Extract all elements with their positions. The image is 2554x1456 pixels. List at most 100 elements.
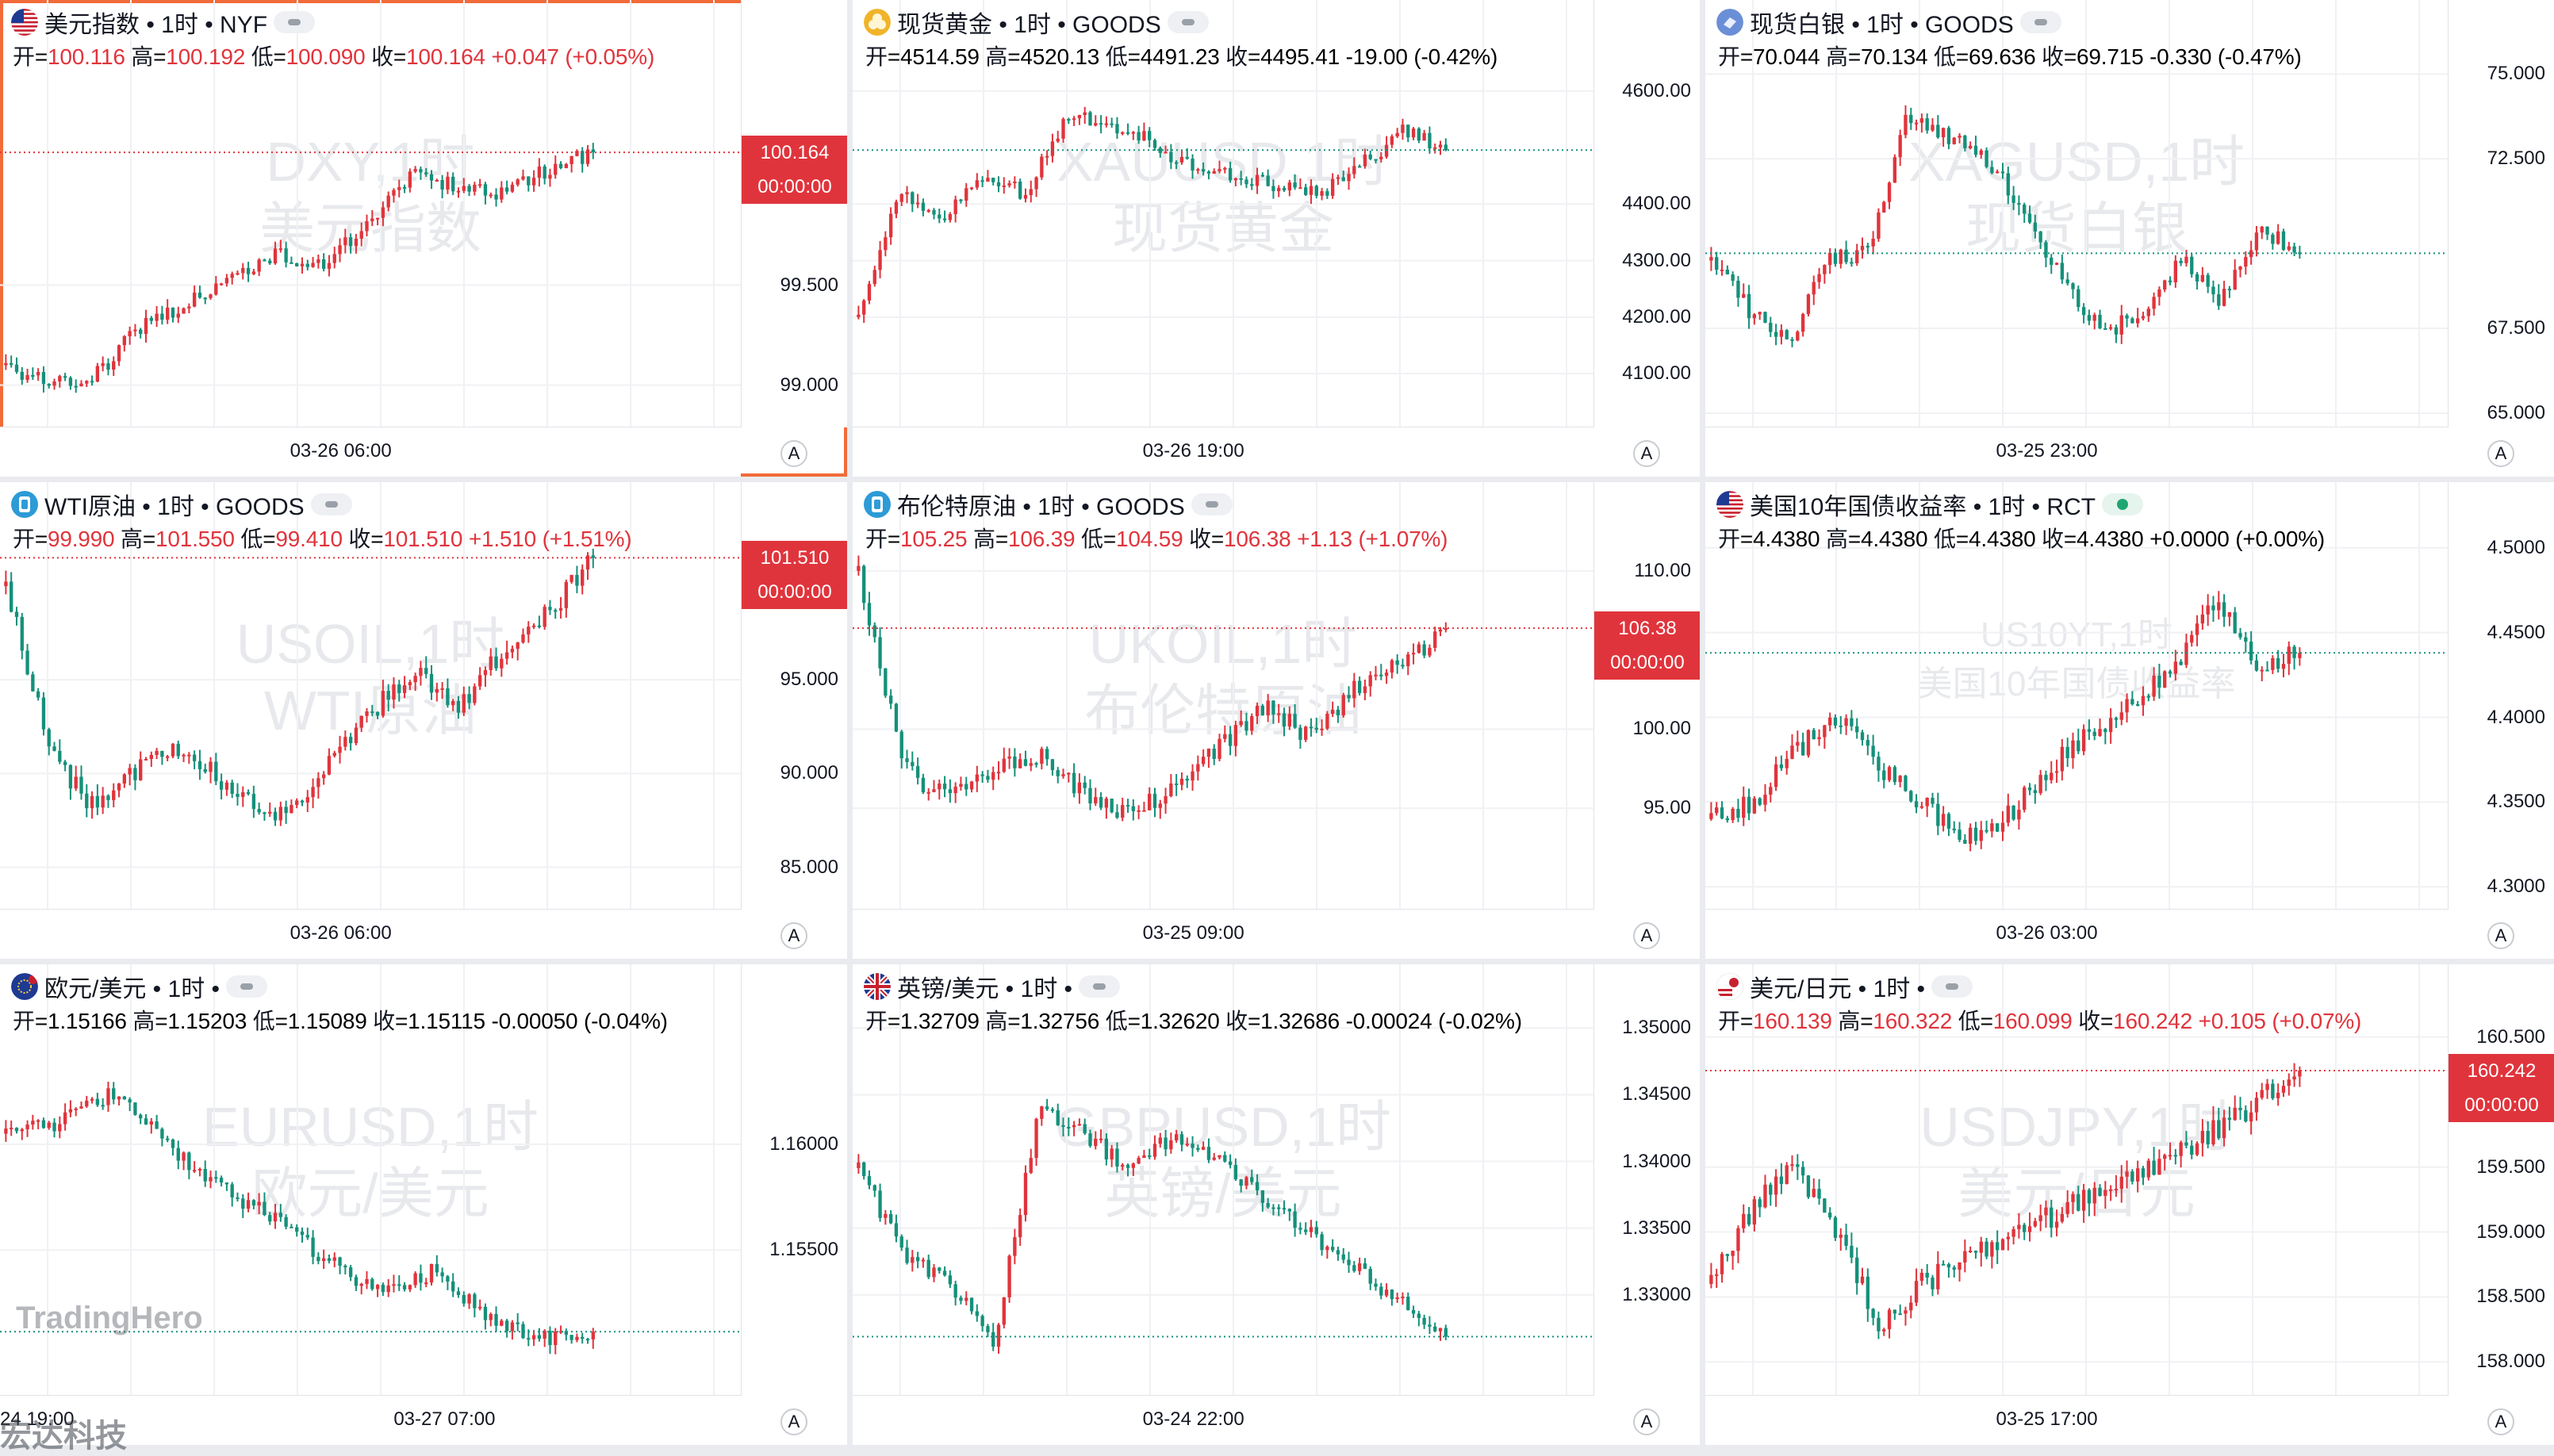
symbol-title[interactable]: 美元指数 • 1时 • NYF <box>44 12 268 38</box>
chart-panel[interactable]: 现货白银 • 1时 • GOODS 开=70.044 高=70.134 低=69.… <box>1705 0 2554 477</box>
symbol-header[interactable]: 英镑/美元 • 1时 • <box>864 971 1121 1002</box>
price-axis[interactable]: 95.000 90.000 85.000 101.510 00:00:00 <box>741 482 847 910</box>
candlestick-plot[interactable] <box>1705 0 2448 427</box>
candle <box>36 688 40 701</box>
time-axis[interactable]: 03-26 19:00 <box>853 427 1593 477</box>
symbol-header[interactable]: WTI原油 • 1时 • GOODS <box>11 489 352 520</box>
price-tick-label: 4.3500 <box>2487 791 2545 813</box>
candle <box>2071 1191 2075 1214</box>
candle <box>1806 729 1811 758</box>
symbol-header[interactable]: 现货白银 • 1时 • GOODS <box>1716 6 2061 38</box>
market-status-pill[interactable] <box>1167 11 1209 33</box>
chart-panel[interactable]: 欧元/美元 • 1时 • 开=1.15166 高=1.15203 低=1.1508… <box>0 964 847 1445</box>
chart-panel[interactable]: 美元指数 • 1时 • NYF 开=100.116 高=100.192 低=100… <box>0 0 847 477</box>
symbol-title[interactable]: 现货黄金 • 1时 • GOODS <box>897 12 1161 38</box>
candlestick-plot[interactable] <box>1705 964 2448 1396</box>
symbol-header[interactable]: 美元/日元 • 1时 • <box>1716 971 1973 1002</box>
auto-scale-button[interactable]: A <box>780 440 807 467</box>
price-axis[interactable]: 99.500 99.000 100.164 00:00:00 <box>741 0 847 427</box>
symbol-header[interactable]: 布伦特原油 • 1时 • GOODS <box>864 489 1233 520</box>
symbol-title[interactable]: 现货白银 • 1时 • GOODS <box>1750 12 2014 38</box>
price-axis[interactable]: 1.16000 1.15500 1.15115 00:00:00 <box>741 964 847 1396</box>
symbol-header[interactable]: 美国10年国债收益率 • 1时 • RCT <box>1716 489 2144 520</box>
time-axis[interactable]: 03-26 06:00 <box>0 427 741 477</box>
last-price-value: 69.715 <box>2472 243 2531 265</box>
auto-scale-button[interactable]: A <box>2487 1408 2514 1435</box>
candle <box>558 1325 563 1334</box>
symbol-title[interactable]: 布伦特原油 • 1时 • GOODS <box>897 494 1185 520</box>
candle <box>2050 761 2054 784</box>
market-status-pill[interactable] <box>1191 493 1233 515</box>
candle <box>2050 254 2054 274</box>
candle <box>1218 1155 1221 1160</box>
candle <box>857 1154 861 1174</box>
price-axis[interactable]: 160.500 159.500 159.000 158.500 158.000 160.2… <box>2448 964 2554 1396</box>
auto-scale-button[interactable]: A <box>1633 1408 1660 1435</box>
market-status-pill[interactable] <box>2102 493 2144 515</box>
candle <box>1121 1163 1125 1171</box>
price-axis[interactable]: 1.35000 1.34500 1.34000 1.33500 1.33000 1.326… <box>1593 964 1700 1396</box>
market-status-pill[interactable] <box>2019 11 2061 33</box>
candle <box>1029 1148 1033 1174</box>
candle <box>305 259 309 270</box>
market-status-pill[interactable] <box>274 11 316 33</box>
candle <box>2077 728 2080 754</box>
candlestick-plot[interactable] <box>1705 482 2448 910</box>
candle <box>1347 167 1351 190</box>
candlestick-plot[interactable] <box>853 0 1593 427</box>
time-axis[interactable]: 24 19:00 03-27 07:00 <box>0 1395 741 1445</box>
low-value: 1.15089 <box>287 1009 367 1033</box>
price-axis[interactable]: 110.00 100.00 95.00 106.38 00:00:00 <box>1593 482 1700 910</box>
chart-panel[interactable]: 现货黄金 • 1时 • GOODS 开=4514.59 高=4520.13 低=4… <box>853 0 1700 477</box>
auto-scale-button[interactable]: A <box>780 1408 807 1435</box>
symbol-title[interactable]: 英镑/美元 • 1时 • <box>897 976 1073 1002</box>
symbol-header[interactable]: 美元指数 • 1时 • NYF <box>11 6 316 38</box>
time-axis[interactable]: 03-24 22:00 <box>853 1395 1593 1445</box>
time-axis[interactable]: 03-25 17:00 <box>1705 1395 2448 1445</box>
price-tick-label: 4.4500 <box>2487 621 2545 643</box>
chart-panel[interactable]: WTI原油 • 1时 • GOODS 开=99.990 高=101.550 低=9… <box>0 482 847 959</box>
symbol-title[interactable]: WTI原油 • 1时 • GOODS <box>44 494 305 520</box>
auto-scale-button[interactable]: A <box>1633 922 1660 949</box>
auto-scale-button[interactable]: A <box>2487 440 2514 467</box>
market-status-pill[interactable] <box>226 975 268 998</box>
market-status-pill[interactable] <box>1931 975 1973 998</box>
candlestick-plot[interactable] <box>0 0 741 427</box>
candlestick-plot[interactable] <box>0 964 741 1396</box>
price-tick-label: 95.000 <box>780 669 838 691</box>
auto-scale-button[interactable]: A <box>2487 922 2514 949</box>
price-axis[interactable]: 4.5000 4.4500 4.4000 4.3500 4.3000 4.4380 00:0… <box>2448 482 2554 910</box>
market-status-pill[interactable] <box>1079 975 1121 998</box>
candle <box>311 778 315 809</box>
chart-panel[interactable]: 布伦特原油 • 1时 • GOODS 开=105.25 高=106.39 低=10… <box>853 482 1700 959</box>
candlestick-plot[interactable] <box>0 482 741 910</box>
candle <box>1422 129 1426 141</box>
symbol-title[interactable]: 欧元/美元 • 1时 • <box>44 976 221 1002</box>
symbol-header[interactable]: 欧元/美元 • 1时 • <box>11 971 268 1002</box>
candlestick-plot[interactable] <box>853 964 1593 1396</box>
candle <box>2168 276 2172 285</box>
candle <box>354 1274 359 1291</box>
symbol-header[interactable]: 现货黄金 • 1时 • GOODS <box>864 6 1209 38</box>
price-axis[interactable]: 75.000 72.500 67.500 65.000 69.715 00:00:00 <box>2448 0 2554 427</box>
time-axis[interactable]: 03-25 23:00 <box>1705 427 2448 477</box>
auto-scale-button[interactable]: A <box>1633 440 1660 467</box>
auto-scale-button[interactable]: A <box>780 922 807 949</box>
symbol-title[interactable]: 美国10年国债收益率 • 1时 • RCT <box>1750 494 2096 520</box>
candle <box>52 741 56 752</box>
candle <box>531 623 536 630</box>
chart-panel[interactable]: 美元/日元 • 1时 • 开=160.139 高=160.322 低=160.09… <box>1705 964 2554 1445</box>
chart-panel[interactable]: 英镑/美元 • 1时 • 开=1.32709 高=1.32756 低=1.3262… <box>853 964 1700 1445</box>
time-axis[interactable]: 03-25 09:00 <box>853 909 1593 959</box>
time-axis[interactable]: 03-26 03:00 <box>1705 909 2448 959</box>
candle <box>1223 167 1227 174</box>
candle <box>462 1291 466 1307</box>
candle <box>2271 1079 2275 1101</box>
price-axis[interactable]: 4600.00 4400.00 4300.00 4200.00 4100.00 4495.… <box>1593 0 1700 427</box>
market-status-pill[interactable] <box>310 493 352 515</box>
candlestick-plot[interactable] <box>853 482 1593 910</box>
price-tick-label: 1.35000 <box>1622 1017 1691 1039</box>
symbol-title[interactable]: 美元/日元 • 1时 • <box>1750 976 1926 1002</box>
time-axis[interactable]: 03-26 06:00 <box>0 909 741 959</box>
chart-panel[interactable]: 美国10年国债收益率 • 1时 • RCT 开=4.4380 高=4.4380 低… <box>1705 482 2554 959</box>
